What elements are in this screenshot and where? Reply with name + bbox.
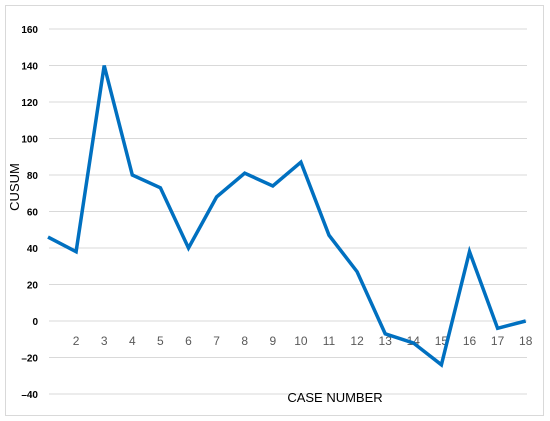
gridlines (49, 28, 527, 395)
x-tick-label: 10 (294, 334, 308, 348)
cusum-series-line (47, 65, 527, 368)
y-tick-label: 0 (32, 317, 38, 328)
y-tick-label: –20 (21, 354, 38, 365)
x-tick-label: 7 (213, 334, 220, 348)
x-tick-label: 8 (241, 334, 248, 348)
y-tick-labels: 160 140 120 100 80 60 40 20 0 –20 –40 (21, 25, 38, 401)
y-axis-label: CUSUM (7, 163, 22, 211)
x-tick-label: 17 (491, 334, 505, 348)
y-tick-label: 160 (21, 25, 38, 36)
y-tick-label: 60 (27, 208, 39, 219)
x-axis-label: CASE NUMBER (287, 390, 382, 405)
x-tick-label: 6 (185, 334, 192, 348)
x-tick-labels: 2 3 4 5 6 7 8 9 10 11 12 13 14 15 16 17 18 (73, 334, 533, 348)
x-tick-label: 11 (323, 334, 336, 348)
x-tick-label: 18 (519, 334, 533, 348)
series-lines (47, 65, 527, 368)
y-tick-label: 100 (21, 135, 38, 146)
chart-frame (5, 5, 544, 416)
y-tick-label: 40 (27, 244, 39, 255)
x-tick-label: 9 (269, 334, 276, 348)
x-tick-label: 3 (101, 334, 108, 348)
x-tick-label: 12 (350, 334, 364, 348)
y-tick-label: 20 (27, 281, 39, 292)
x-tick-label: 13 (379, 334, 393, 348)
y-tick-label: 140 (21, 62, 38, 73)
x-tick-label: 5 (157, 334, 164, 348)
x-tick-label: 4 (129, 334, 136, 348)
x-tick-label: 16 (463, 334, 477, 348)
y-tick-label: 120 (21, 98, 38, 109)
x-tick-label: 2 (73, 334, 80, 348)
y-tick-label: –40 (21, 390, 38, 401)
y-tick-label: 80 (27, 171, 39, 182)
